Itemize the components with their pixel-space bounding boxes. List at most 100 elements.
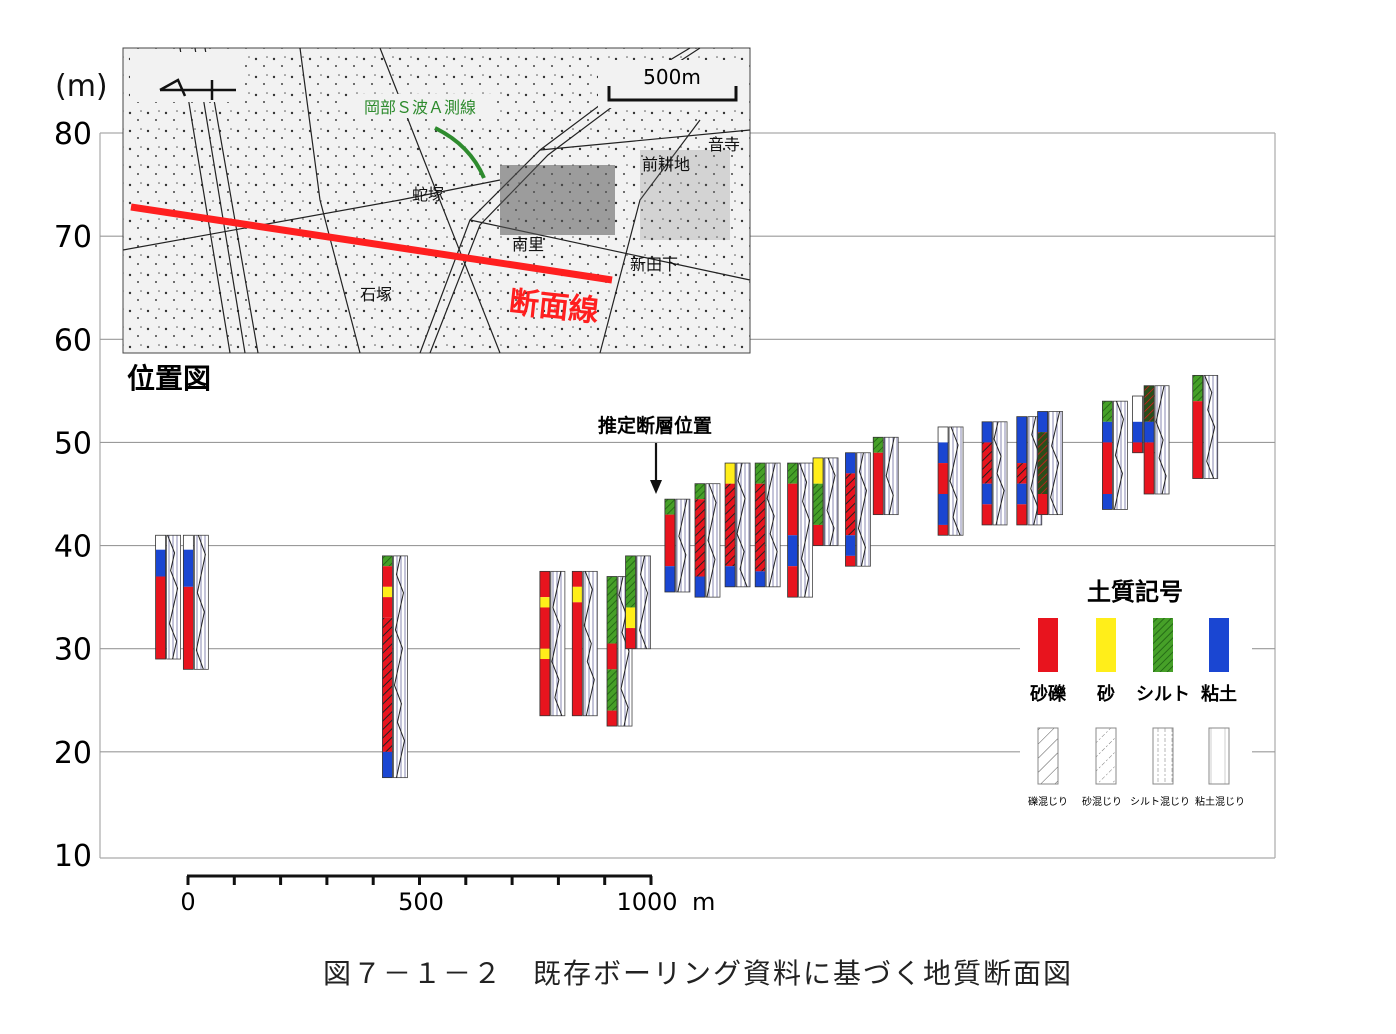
borehole-outline <box>1192 374 1204 479</box>
soil-layer <box>382 617 393 752</box>
borehole-outline <box>571 570 583 717</box>
north-arrow-icon <box>159 78 236 100</box>
soil-layer <box>382 555 393 567</box>
x-axis: 0 500 1000 m <box>180 874 715 916</box>
borehole-log-strip <box>823 457 839 546</box>
fault-arrow-head <box>650 480 662 494</box>
borehole <box>812 457 839 546</box>
borehole-log-strip <box>1203 374 1219 479</box>
borehole-n-value-line <box>583 571 595 716</box>
y-tick-label: 30 <box>54 633 92 668</box>
map-title: 位置図 <box>127 362 211 395</box>
soil-layer <box>1192 401 1203 479</box>
soil-layer <box>725 566 736 587</box>
soil-layer <box>1132 421 1143 443</box>
soil-layer <box>1192 375 1203 402</box>
borehole-log-strip <box>992 421 1008 526</box>
soil-layer <box>1016 416 1027 464</box>
borehole <box>787 462 813 598</box>
y-axis-labels: 80 70 60 50 40 30 20 10 <box>54 117 92 874</box>
legend-label: 粘土 <box>1201 683 1237 705</box>
soil-layer <box>1037 432 1048 494</box>
legend-title: 土質記号 <box>1087 578 1183 606</box>
soil-layer <box>787 566 798 598</box>
borehole <box>664 498 691 593</box>
soil-layer <box>382 751 393 778</box>
borehole-n-value-line <box>1155 385 1167 495</box>
borehole-outline <box>539 570 551 717</box>
soil-layer <box>725 463 736 484</box>
borehole-n-value-line <box>639 555 649 649</box>
location-map: 500m 岡部Ｓ波Ａ測線 蛇塚 南里 新田下 前耕地 音寺 石塚 断面線 <box>122 47 751 354</box>
soil-layer <box>694 576 705 598</box>
soil-layer <box>572 571 583 587</box>
borehole <box>382 555 408 779</box>
soil-layer <box>845 555 856 567</box>
soil-layer <box>938 494 949 525</box>
borehole <box>872 436 899 516</box>
soil-layer <box>813 457 824 484</box>
soil-layer <box>539 597 550 608</box>
legend-label: 砂 <box>1097 683 1115 705</box>
borehole-n-value-line <box>885 437 895 515</box>
borehole-n-value-line <box>857 452 867 567</box>
soil-layer <box>694 483 705 500</box>
map-scale-bar <box>607 86 738 102</box>
borehole-outline <box>812 457 824 546</box>
y-tick-label: 60 <box>54 323 92 358</box>
y-axis-unit: (m) <box>55 69 108 104</box>
soil-layer <box>982 421 993 443</box>
legend-label: シルト <box>1136 684 1190 705</box>
borehole-n-value-line <box>1050 411 1061 515</box>
y-tick-label: 70 <box>54 220 92 255</box>
soil-layer <box>845 535 856 556</box>
legend-label: シルト混じり <box>1130 796 1190 808</box>
borehole <box>1192 374 1219 479</box>
soil-layer <box>1037 494 1048 515</box>
borehole-outline <box>182 534 194 670</box>
borehole-outline <box>872 436 884 516</box>
soil-layer <box>183 549 194 587</box>
soil-layer <box>539 607 550 649</box>
borehole-n-value-line <box>799 462 811 598</box>
borehole-outline <box>382 555 393 779</box>
legend-solid-items <box>1038 618 1229 672</box>
borehole-n-value-line <box>706 483 717 598</box>
legend-label: 礫混じり <box>1028 795 1068 808</box>
borehole-log-strip <box>948 426 964 536</box>
soil-layer <box>155 535 166 550</box>
borehole-log-strip <box>1113 400 1128 510</box>
map-place-labels: 蛇塚 南里 新田下 前耕地 音寺 石塚 <box>360 135 740 304</box>
soil-layer <box>607 643 618 670</box>
soil-layer <box>1102 421 1113 443</box>
legend-swatch-clay-mixed <box>1208 727 1230 785</box>
legend: 土質記号 砂礫 砂 シルト 粘土 礫混じり 砂混じり シルト混じり 粘土混じり <box>1020 572 1252 822</box>
place-label: 石塚 <box>360 285 392 304</box>
map-scale-label: 500m <box>643 65 701 89</box>
y-tick-label: 10 <box>54 839 92 874</box>
borehole <box>1037 411 1064 516</box>
soil-layer <box>607 669 618 711</box>
borehole-n-value-line <box>1113 401 1124 510</box>
borehole-log-strip <box>550 570 566 717</box>
fault-label: 推定断層位置 <box>598 414 712 437</box>
borehole <box>937 426 964 536</box>
borehole-n-value-line <box>167 535 179 660</box>
soil-layer <box>938 442 949 464</box>
soil-layer <box>694 499 705 577</box>
soil-layer <box>1132 442 1143 453</box>
place-label: 南里 <box>512 235 544 254</box>
soil-layer <box>382 566 393 587</box>
x-tick-label: 500 <box>398 888 444 916</box>
borehole-log-strip <box>798 462 813 598</box>
borehole-log-strip <box>166 534 181 660</box>
soil-layer <box>725 483 736 567</box>
legend-label: 砂混じり <box>1082 795 1122 808</box>
soil-layer <box>1016 483 1027 505</box>
borehole-outline <box>1143 385 1155 495</box>
y-tick-label: 40 <box>54 530 92 565</box>
borehole <box>845 452 871 567</box>
borehole-outline <box>625 555 636 650</box>
soil-layer <box>183 535 194 550</box>
soil-layer <box>539 659 550 716</box>
